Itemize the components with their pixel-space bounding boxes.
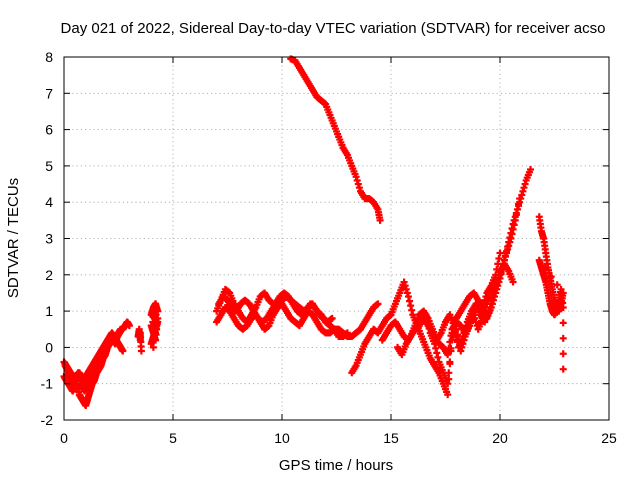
data-point (374, 300, 382, 308)
series-mid-c (215, 289, 336, 326)
data-point (559, 334, 567, 342)
x-tick-labels: 0 5 10 15 20 25 (60, 430, 617, 446)
series-spike (535, 213, 567, 373)
y-tick-labels: -2 -1 0 1 2 3 4 5 6 7 8 (41, 49, 54, 428)
data-point (154, 307, 162, 315)
y-tick-label: 1 (45, 303, 53, 319)
data-point (376, 216, 384, 224)
data-point (559, 303, 567, 311)
data-point (444, 380, 452, 388)
data-point (559, 319, 567, 327)
chart-title: Day 021 of 2022, Sidereal Day-to-day VTE… (61, 20, 606, 37)
data-point (137, 347, 145, 355)
data-point (444, 391, 452, 399)
data-point (152, 329, 160, 337)
data-point (516, 195, 524, 203)
x-tick-label: 20 (492, 430, 508, 446)
data-point (553, 281, 561, 289)
y-tick-label: 5 (45, 158, 53, 174)
y-tick-label: 2 (45, 267, 53, 283)
x-axis-label: GPS time / hours (279, 457, 393, 474)
y-tick-label: 0 (45, 339, 53, 355)
data-point (444, 351, 452, 359)
data-point (149, 343, 157, 351)
data-point (446, 358, 454, 366)
plot-frame (63, 56, 610, 421)
x-tick-label: 10 (274, 430, 290, 446)
data-point (116, 329, 124, 337)
axis-ticks (63, 56, 610, 421)
data-point (328, 314, 336, 322)
x-tick-label: 15 (383, 430, 399, 446)
series-early-5 (147, 300, 162, 351)
y-tick-label: -2 (41, 412, 54, 428)
data-point (496, 249, 504, 257)
data-point (559, 350, 567, 358)
y-axis-label: SDTVAR / TECUs (5, 178, 22, 298)
series-early-4 (134, 325, 145, 355)
data-point (445, 369, 453, 377)
series-early-3 (61, 329, 124, 395)
y-tick-label: 6 (45, 122, 53, 138)
y-tick-label: 4 (45, 194, 53, 210)
data-points (60, 55, 567, 409)
data-point (125, 322, 133, 330)
data-point (343, 329, 351, 337)
data-point (119, 347, 127, 355)
x-tick-label: 0 (60, 430, 68, 446)
data-point (151, 311, 159, 319)
series-descent (287, 55, 384, 224)
data-point (547, 273, 555, 281)
x-tick-label: 5 (169, 430, 177, 446)
data-point (509, 278, 517, 286)
y-tick-label: 7 (45, 85, 53, 101)
y-tick-label: 8 (45, 49, 53, 65)
grid-lines (64, 57, 609, 420)
y-tick-label: -1 (41, 376, 54, 392)
data-point (152, 300, 160, 308)
x-tick-label: 25 (601, 430, 617, 446)
data-point (150, 322, 158, 330)
data-point (559, 365, 567, 373)
data-point (154, 314, 162, 322)
data-point (447, 347, 455, 355)
series-late-d (413, 260, 517, 388)
data-point (527, 166, 535, 174)
y-tick-label: 3 (45, 231, 53, 247)
data-point (150, 333, 158, 341)
